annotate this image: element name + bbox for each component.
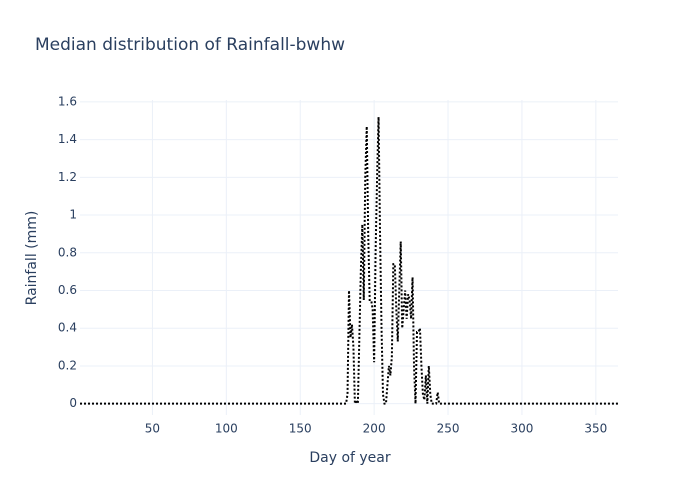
- y-tick-label: 0.8: [58, 245, 77, 259]
- x-tick-label: 200: [363, 422, 386, 436]
- y-tick-label: 1.6: [58, 94, 77, 108]
- y-tick-label: 1: [69, 208, 77, 222]
- data-line: [80, 116, 618, 405]
- y-tick-label: 1.2: [58, 170, 77, 184]
- y-tick-label: 0.2: [58, 358, 77, 372]
- x-tick-label: 300: [510, 422, 533, 436]
- x-axis-title: Day of year: [309, 450, 391, 466]
- x-tick-label: 50: [145, 422, 160, 436]
- y-tick-label: 0.6: [58, 283, 77, 297]
- x-tick-label: 250: [437, 422, 460, 436]
- y-axis-title: Rainfall (mm): [24, 211, 40, 306]
- x-tick-label: 150: [289, 422, 312, 436]
- y-tick-label: 1.4: [58, 132, 77, 146]
- x-tick-label: 350: [584, 422, 607, 436]
- chart-title: Median distribution of Rainfall-bwhw: [35, 35, 345, 55]
- y-tick-label: 0.4: [58, 321, 77, 335]
- y-tick-label: 0: [69, 396, 77, 410]
- x-tick-label: 100: [215, 422, 238, 436]
